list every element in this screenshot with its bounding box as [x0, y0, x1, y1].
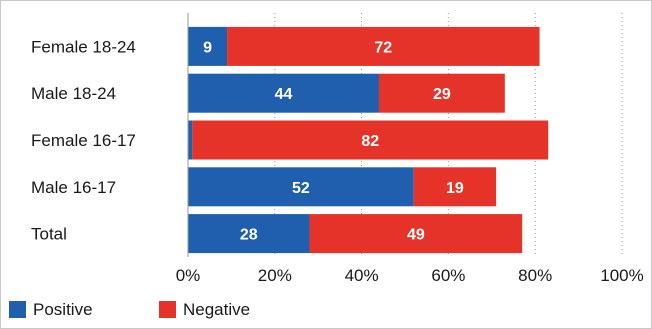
category-label: Total: [31, 225, 67, 244]
data-label: 29: [433, 86, 451, 103]
legend-label: Negative: [183, 300, 250, 319]
bar-negative: [192, 120, 549, 160]
data-label: 19: [446, 180, 464, 197]
data-label: 44: [275, 86, 293, 103]
data-label: 28: [240, 227, 258, 244]
category-label: Female 16-17: [31, 131, 136, 150]
x-tick-label: 80%: [518, 266, 552, 285]
bar-negative: [413, 167, 497, 207]
legend-swatch-positive: [9, 301, 26, 318]
bar-positive: [188, 214, 310, 254]
x-tick-label: 0%: [176, 266, 201, 285]
bar-negative: [309, 214, 523, 254]
data-label: 82: [361, 133, 379, 150]
bar-negative: [378, 73, 505, 113]
bar-positive: [188, 120, 193, 160]
category-label: Female 18-24: [31, 37, 136, 56]
data-label: 49: [407, 227, 425, 244]
category-label: Male 18-24: [31, 84, 116, 103]
x-tick-label: 40%: [345, 266, 379, 285]
data-label: 52: [292, 180, 310, 197]
bar-positive: [188, 167, 414, 207]
data-label: 9: [203, 39, 212, 56]
x-tick-label: 100%: [600, 266, 643, 285]
legend-label: Positive: [33, 300, 93, 319]
bar-positive: [188, 73, 379, 113]
data-label: 72: [374, 39, 392, 56]
legend-swatch-negative: [159, 301, 176, 318]
category-label: Male 16-17: [31, 178, 116, 197]
bar-positive: [188, 26, 228, 66]
bar-negative: [227, 26, 540, 66]
x-tick-label: 20%: [258, 266, 292, 285]
x-tick-label: 60%: [431, 266, 465, 285]
